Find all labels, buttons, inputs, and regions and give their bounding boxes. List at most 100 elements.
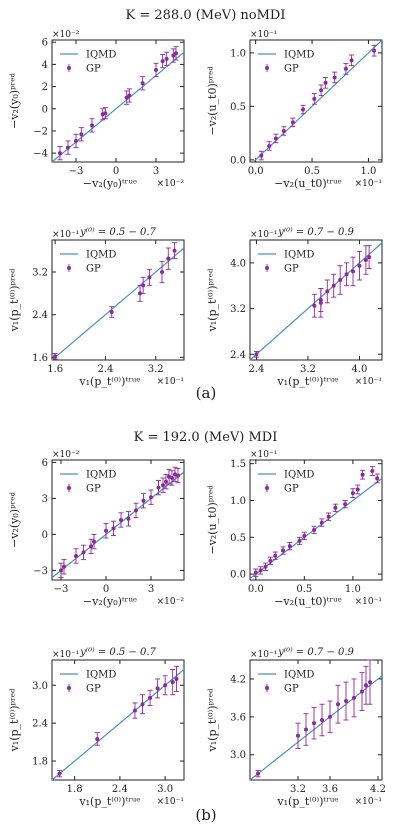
gp-point bbox=[343, 502, 348, 507]
gp-point bbox=[256, 771, 260, 776]
legend-label-iqmd: IQMD bbox=[86, 250, 116, 261]
y-tick-label: 0.5 bbox=[230, 533, 246, 544]
gp-point bbox=[301, 107, 306, 112]
gp-point bbox=[160, 59, 165, 64]
y-exponent-label: ×10⁻² bbox=[52, 450, 80, 460]
iqmd-line bbox=[51, 669, 185, 781]
x-axis-label: v₁(p_t⁽⁰⁾)ᵗʳᵘᵉ bbox=[78, 795, 140, 808]
gp-point bbox=[156, 485, 161, 490]
y-axis-label: v₁(p_t⁽⁰⁾)ᵖʳᵉᵈ bbox=[8, 268, 21, 332]
y-tick-label: 3.2 bbox=[32, 268, 48, 279]
y-tick-label: 4 bbox=[42, 60, 48, 71]
gp-point bbox=[281, 128, 286, 133]
gp-point bbox=[267, 143, 272, 148]
gp-point bbox=[53, 354, 58, 359]
gp-point bbox=[360, 689, 364, 694]
gp-point bbox=[58, 151, 62, 156]
gp-point bbox=[287, 544, 292, 549]
gp-point bbox=[62, 564, 66, 569]
x-tick-label: 3.2 bbox=[148, 364, 164, 375]
plot-frame bbox=[249, 39, 383, 163]
gp-point bbox=[174, 676, 179, 681]
plot-frame bbox=[51, 239, 185, 361]
gp-point bbox=[254, 352, 259, 357]
x-exponent-label: ×10⁻² bbox=[157, 597, 185, 607]
gp-point bbox=[350, 491, 355, 496]
x-tick-label: 4.2 bbox=[370, 784, 386, 795]
gp-point bbox=[375, 476, 380, 481]
gp-point bbox=[132, 708, 137, 713]
gp-point bbox=[167, 474, 171, 479]
y-exponent-label: ×10⁻¹ bbox=[52, 230, 79, 240]
gp-point bbox=[127, 93, 132, 98]
y-exponent-label: ×10⁻¹ bbox=[250, 30, 277, 40]
gp-point bbox=[318, 298, 323, 302]
iqmd-line bbox=[249, 675, 383, 781]
legend-label-gp: GP bbox=[284, 684, 299, 695]
gp-point bbox=[331, 283, 336, 288]
gp-point bbox=[302, 533, 307, 538]
gp-point bbox=[344, 699, 348, 704]
legend-label-gp: GP bbox=[86, 684, 101, 695]
y-tick-label: 6 bbox=[42, 38, 48, 49]
x-tick-label: −3 bbox=[54, 584, 69, 595]
gp-point bbox=[319, 520, 324, 525]
x-exponent-label: ×10⁻¹ bbox=[355, 377, 382, 387]
gp-point bbox=[326, 514, 331, 519]
x-tick-label: 3.6 bbox=[322, 784, 338, 795]
y-axis-label: v₁(p_t⁽⁰⁾)ᵖʳᵉᵈ bbox=[8, 688, 21, 752]
y-tick-label: 3.2 bbox=[230, 304, 246, 315]
legend-label-gp: GP bbox=[86, 264, 101, 275]
gp-point bbox=[89, 544, 93, 549]
gp-point bbox=[312, 303, 317, 308]
y-tick-label: −3 bbox=[33, 566, 48, 577]
iqmd-line bbox=[249, 477, 383, 580]
y-exponent-label: ×10⁻¹ bbox=[250, 450, 277, 460]
chart-7: 1.8 2.4 3.0 1.8 2.4 3.0 ×10⁻¹ ×10⁻¹ v₁(p_t⁽⁰⁾)ᵗʳ… bbox=[8, 647, 185, 808]
x-tick-label: 3.0 bbox=[157, 784, 173, 795]
y-tick-label: 0.0 bbox=[230, 570, 246, 581]
x-tick-label: 2.4 bbox=[248, 364, 264, 375]
gp-point bbox=[338, 278, 343, 282]
gp-point bbox=[109, 310, 114, 314]
bin-annotation: y⁽⁰⁾ = 0.7 − 0.9 bbox=[277, 227, 354, 238]
gp-point bbox=[336, 702, 340, 707]
gp-point bbox=[103, 111, 108, 116]
gp-point bbox=[140, 702, 145, 707]
gp-point bbox=[312, 96, 317, 101]
gp-point bbox=[173, 472, 177, 477]
gp-point bbox=[268, 558, 273, 563]
gp-point bbox=[59, 568, 63, 573]
legend-point-swatch bbox=[67, 686, 71, 690]
iqmd-line bbox=[51, 471, 185, 579]
gp-point bbox=[328, 714, 332, 719]
title-a: K = 288.0 (MeV) noMDI bbox=[125, 8, 286, 23]
gp-point bbox=[352, 695, 356, 700]
legend-point-swatch bbox=[67, 266, 71, 270]
bin-annotation: y⁽⁰⁾ = 0.7 − 0.9 bbox=[277, 647, 354, 658]
plot-frame bbox=[249, 659, 383, 781]
x-exponent-label: ×10⁻¹ bbox=[355, 797, 382, 807]
y-axis-label: v₁(p_t⁽⁰⁾)ᵖʳᵉᵈ bbox=[206, 688, 219, 752]
y-tick-label: −2 bbox=[33, 126, 48, 137]
gp-point bbox=[297, 538, 302, 543]
x-tick-label: 1.6 bbox=[47, 364, 63, 375]
x-axis-label: −v₂(u_t0)ᵗʳᵘᵉ bbox=[274, 595, 342, 608]
gp-point bbox=[360, 472, 365, 477]
gp-point bbox=[290, 120, 295, 125]
y-tick-label: 0 bbox=[42, 530, 48, 541]
legend-label-gp: GP bbox=[86, 64, 101, 75]
x-tick-label: 2.4 bbox=[97, 364, 113, 375]
x-tick-label: 1.8 bbox=[67, 784, 83, 795]
y-tick-label: 4.2 bbox=[230, 674, 246, 685]
gp-point bbox=[368, 680, 372, 685]
bin-annotation: y⁽⁰⁾ = 0.5 − 0.7 bbox=[79, 647, 156, 658]
legend-point-swatch bbox=[67, 486, 71, 490]
y-axis-label: v₁(p_t⁽⁰⁾)ᵖʳᵉᵈ bbox=[206, 268, 219, 332]
x-exponent-label: ×10⁻² bbox=[157, 179, 185, 189]
x-tick-label: 0.5 bbox=[296, 584, 312, 595]
x-tick-label: 2.4 bbox=[112, 784, 128, 795]
gp-point bbox=[344, 272, 349, 277]
gp-point bbox=[170, 680, 175, 685]
